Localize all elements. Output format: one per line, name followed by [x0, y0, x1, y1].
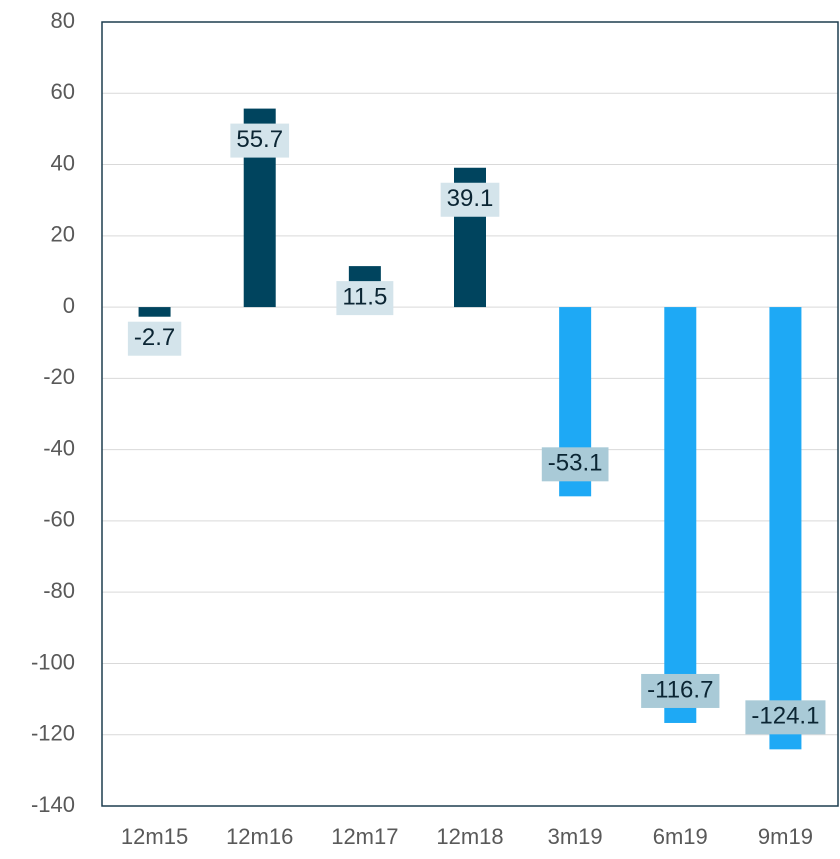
value-label: 55.7: [236, 126, 283, 153]
value-label: 11.5: [342, 283, 387, 310]
y-tick-label: 0: [63, 293, 75, 318]
x-tick-label: 3m19: [548, 824, 603, 849]
y-tick-label: -20: [43, 364, 75, 389]
value-label: -124.1: [751, 703, 819, 730]
y-tick-label: 20: [51, 222, 75, 247]
y-tick-label: -60: [43, 507, 75, 532]
y-tick-label: -80: [43, 578, 75, 603]
value-label-box: [336, 281, 394, 316]
x-tick-label: 12m16: [226, 824, 293, 849]
y-tick-label: 60: [51, 79, 75, 104]
value-label: -53.1: [548, 450, 603, 477]
y-tick-label: -140: [31, 792, 75, 817]
value-label-box: [127, 321, 182, 356]
value-label: -2.7: [134, 324, 175, 351]
y-tick-label: 40: [51, 150, 75, 175]
y-tick-label: -100: [31, 649, 75, 674]
x-tick-label: 12m15: [121, 824, 188, 849]
x-tick-label: 9m19: [758, 824, 813, 849]
y-tick-label: -40: [43, 435, 75, 460]
y-tick-label: -120: [31, 721, 75, 746]
x-tick-label: 12m18: [436, 824, 503, 849]
value-label-box: [641, 673, 720, 708]
x-tick-label: 12m17: [331, 824, 398, 849]
value-label-box: [745, 700, 826, 735]
value-label: -116.7: [647, 676, 713, 703]
value-label: 39.1: [447, 185, 494, 212]
bar: [664, 307, 697, 723]
value-label-box: [541, 447, 609, 482]
x-tick-label: 6m19: [653, 824, 708, 849]
bar: [138, 307, 171, 317]
y-tick-label: 80: [51, 8, 75, 33]
value-label-box: [230, 123, 290, 158]
value-label-box: [440, 182, 500, 217]
plot-border: [101, 21, 839, 807]
bar: [769, 307, 802, 750]
